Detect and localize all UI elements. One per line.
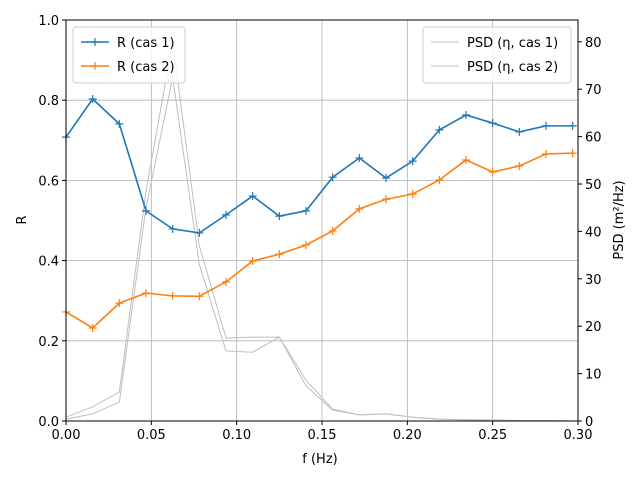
data-point	[328, 226, 337, 235]
data-point	[115, 119, 124, 128]
y-tick-label: 0.4	[38, 255, 59, 270]
y-right-axis-label: PSD (m²/Hz)	[612, 180, 627, 259]
y-tick-label: 0.8	[38, 94, 59, 109]
data-point	[488, 119, 497, 128]
data-point	[168, 224, 177, 233]
r-series	[62, 94, 577, 332]
data-point	[515, 161, 524, 170]
data-point	[88, 94, 97, 103]
data-point	[462, 111, 470, 120]
data-point	[462, 155, 470, 164]
data-point	[302, 206, 310, 215]
data-point	[568, 149, 577, 158]
x-tick-label: 0.30	[564, 428, 593, 443]
y-axis-label: R	[15, 215, 30, 224]
legend-box	[422, 26, 572, 84]
psd-series	[65, 41, 573, 422]
x-tick-label: 0.25	[478, 428, 507, 443]
x-axis-label: f (Hz)	[302, 452, 337, 467]
data-point	[435, 175, 444, 184]
y-right-tick-label: 30	[585, 273, 602, 288]
y-tick-label: 1.0	[38, 14, 59, 29]
data-point	[275, 212, 284, 221]
y-tick-label: 0.0	[38, 415, 59, 430]
series-line-0	[65, 97, 573, 234]
y-tick-label: 0.6	[38, 174, 59, 189]
legend-label: PSD (η, cas 2)	[467, 60, 558, 75]
y-right-tick-label: 40	[585, 225, 602, 240]
y-right-tick-label: 10	[585, 368, 602, 383]
data-point	[408, 190, 417, 199]
data-point	[435, 125, 444, 134]
legend-box	[72, 26, 186, 84]
data-point	[142, 206, 150, 215]
data-point	[488, 167, 497, 176]
legend-label: R (cas 1)	[117, 36, 175, 51]
data-point	[115, 299, 124, 308]
data-point	[142, 289, 150, 298]
y-right-tick-label: 70	[585, 83, 602, 98]
data-point	[382, 173, 390, 182]
data-point	[542, 121, 550, 130]
legend-label: R (cas 2)	[117, 60, 175, 75]
ticks: 0.00 0.05 0.10 0.15 0.20 0.25 0.30 0.0 0.2 0.4 0.6…	[38, 14, 601, 443]
data-point	[88, 323, 97, 332]
y-right-tick-label: 20	[585, 320, 602, 335]
x-tick-label: 0.15	[308, 428, 337, 443]
data-point	[275, 250, 284, 259]
legend-label: PSD (η, cas 1)	[467, 36, 558, 51]
x-tick-label: 0.00	[52, 428, 81, 443]
data-point	[302, 240, 310, 249]
x-tick-label: 0.10	[222, 428, 251, 443]
y-right-tick-label: 0	[585, 415, 593, 430]
y-right-tick-label: 80	[585, 36, 602, 51]
legend-marker	[91, 62, 99, 70]
x-tick-label: 0.20	[393, 428, 422, 443]
data-point	[222, 210, 230, 219]
data-point	[328, 173, 337, 182]
series-line-1	[65, 152, 573, 329]
legend-marker	[91, 38, 99, 46]
data-point	[355, 153, 364, 162]
y-right-tick-label: 50	[585, 178, 602, 193]
data-point	[168, 291, 177, 300]
y-right-tick-label: 60	[585, 131, 602, 146]
data-point	[515, 127, 524, 136]
legend-left: R (cas 1) R (cas 2)	[72, 26, 186, 84]
data-point	[248, 257, 257, 266]
data-point	[355, 204, 364, 213]
data-point	[222, 277, 230, 286]
series-line-2	[65, 41, 573, 422]
data-point	[542, 149, 550, 158]
series-line-3	[65, 77, 573, 422]
data-point	[248, 192, 257, 201]
data-point	[195, 292, 204, 301]
y-tick-label: 0.2	[38, 335, 59, 350]
data-point	[195, 228, 204, 237]
data-point	[382, 195, 390, 204]
data-point	[568, 121, 577, 130]
legend-right: PSD (η, cas 1) PSD (η, cas 2)	[422, 26, 572, 84]
data-point	[408, 157, 417, 166]
x-tick-label: 0.05	[137, 428, 166, 443]
